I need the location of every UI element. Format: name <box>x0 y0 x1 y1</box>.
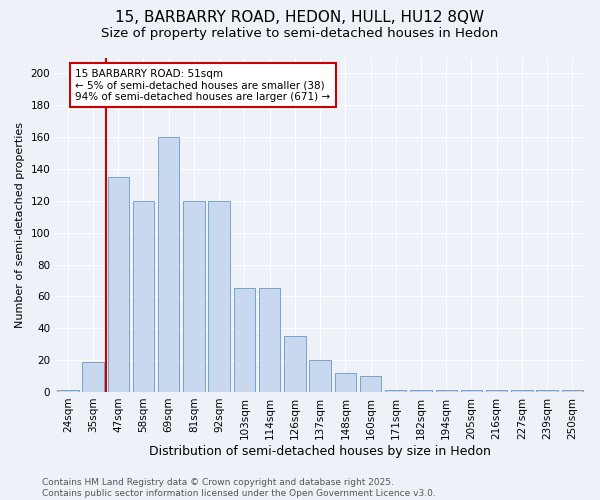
Bar <box>511 390 533 392</box>
Bar <box>133 201 154 392</box>
Text: Contains HM Land Registry data © Crown copyright and database right 2025.
Contai: Contains HM Land Registry data © Crown c… <box>42 478 436 498</box>
Bar <box>461 390 482 392</box>
Bar <box>536 390 558 392</box>
Bar <box>410 390 432 392</box>
Bar <box>335 373 356 392</box>
Text: Size of property relative to semi-detached houses in Hedon: Size of property relative to semi-detach… <box>101 28 499 40</box>
Text: 15 BARBARRY ROAD: 51sqm
← 5% of semi-detached houses are smaller (38)
94% of sem: 15 BARBARRY ROAD: 51sqm ← 5% of semi-det… <box>76 68 331 102</box>
Bar <box>310 360 331 392</box>
Bar <box>436 390 457 392</box>
Bar <box>107 177 129 392</box>
Bar <box>82 362 104 392</box>
Bar <box>183 201 205 392</box>
Bar <box>562 390 583 392</box>
Bar <box>259 288 280 392</box>
Bar <box>486 390 508 392</box>
Bar <box>208 201 230 392</box>
Y-axis label: Number of semi-detached properties: Number of semi-detached properties <box>15 122 25 328</box>
Bar <box>158 137 179 392</box>
Text: 15, BARBARRY ROAD, HEDON, HULL, HU12 8QW: 15, BARBARRY ROAD, HEDON, HULL, HU12 8QW <box>115 10 485 25</box>
Bar <box>233 288 255 392</box>
Bar <box>385 390 406 392</box>
Bar <box>57 390 79 392</box>
Bar <box>284 336 305 392</box>
Bar <box>360 376 381 392</box>
X-axis label: Distribution of semi-detached houses by size in Hedon: Distribution of semi-detached houses by … <box>149 444 491 458</box>
